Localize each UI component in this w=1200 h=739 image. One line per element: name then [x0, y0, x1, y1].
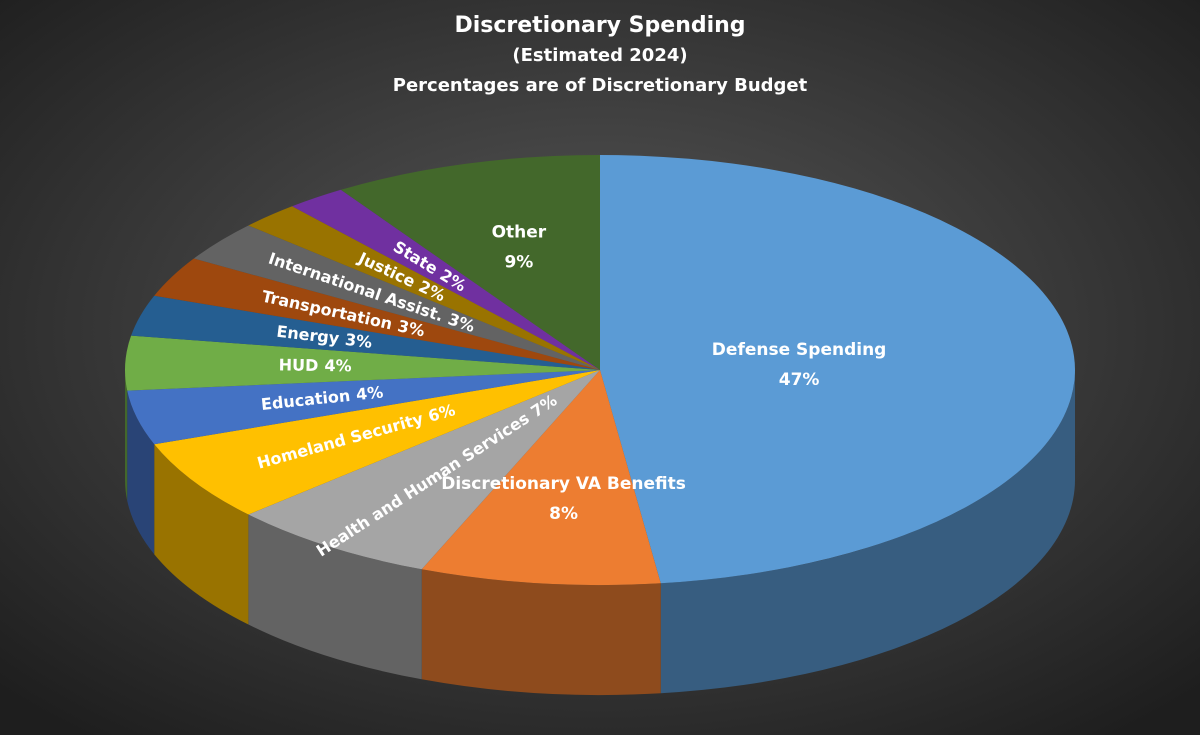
slice-side — [154, 444, 249, 625]
slice — [154, 370, 601, 625]
slice-side — [421, 569, 661, 696]
slice-label-value: 3% — [344, 329, 373, 351]
slice-top — [248, 206, 600, 370]
slice-top — [127, 370, 601, 445]
slice-top — [124, 335, 600, 391]
slice-side — [660, 370, 1075, 694]
chart-caption: Percentages are of Discretionary Budget — [393, 75, 808, 96]
slice — [154, 258, 601, 370]
slice-top — [292, 189, 600, 370]
slice-top — [340, 155, 600, 370]
slice-top — [248, 370, 600, 570]
slice-label: Discretionary VA Benefits 8% — [441, 474, 686, 524]
slice-top — [131, 295, 600, 370]
slice-label-value: 9% — [504, 252, 533, 272]
slice-label-name: HUD — [279, 355, 319, 375]
slice — [600, 155, 1076, 694]
pie — [124, 155, 1076, 696]
chart-title: Discretionary Spending — [454, 13, 745, 38]
slice-side — [248, 514, 422, 680]
slice — [292, 189, 600, 370]
slice — [340, 155, 600, 370]
slice — [248, 206, 600, 370]
slice-top — [154, 370, 601, 515]
slice-label-value: 8% — [549, 504, 578, 524]
slice-label: HUD 4% — [279, 355, 352, 375]
slice-label: Defense Spending 47% — [712, 340, 887, 390]
slice-label-value: 4% — [324, 356, 351, 375]
slice — [124, 335, 600, 501]
slice-top — [421, 370, 661, 585]
slice-top — [154, 258, 601, 370]
slice — [131, 295, 600, 370]
slice — [421, 370, 661, 696]
slice-side — [127, 390, 155, 555]
slice — [127, 370, 601, 555]
slice-label: Other 9% — [492, 222, 547, 272]
slice-label-value: 47% — [779, 370, 820, 390]
chart-subtitle: (Estimated 2024) — [512, 45, 687, 66]
slice-top — [193, 225, 600, 370]
slice-label-name: Discretionary VA Benefits — [441, 474, 686, 494]
slice — [248, 370, 600, 680]
slice-side — [125, 370, 128, 501]
slice — [193, 225, 600, 370]
slice-top — [600, 155, 1076, 584]
slice-label-value: 4% — [355, 382, 384, 404]
slice-label-name: Other — [492, 222, 547, 242]
slice-label-name: Defense Spending — [712, 340, 887, 360]
